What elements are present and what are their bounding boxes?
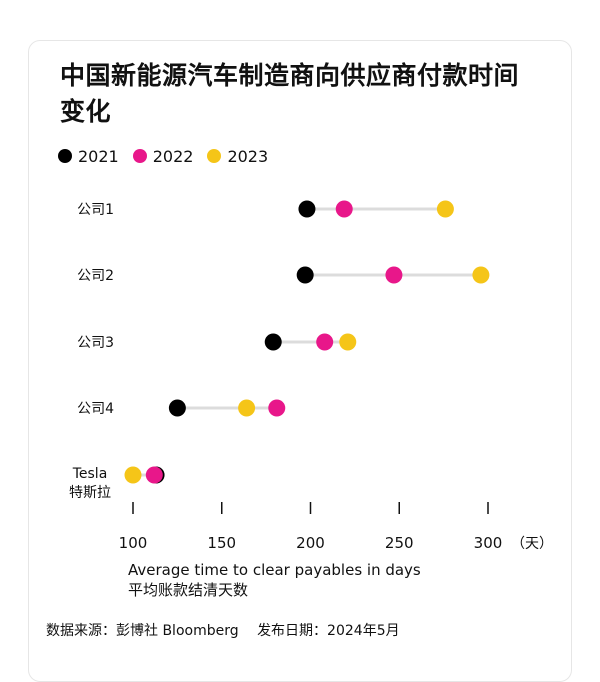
dumbbell-chart: 公司1 公司2 公司3 公司4 Tesla 特斯拉 100 150 200 250 300 （天）: [69, 200, 553, 552]
publish-date: 发布日期：2024年5月: [257, 623, 400, 639]
legend-label-2022: 2022: [152, 146, 194, 166]
x-axis-title: Average time to clear payables in days 平…: [128, 560, 421, 600]
data-point-2023: [124, 466, 142, 484]
category-label: 公司3: [77, 335, 114, 351]
legend-item-2023: 2023: [207, 147, 268, 166]
data-point-2022: [335, 200, 353, 218]
data-point-2021: [264, 333, 282, 351]
legend: 2021 2022 2023: [58, 144, 282, 168]
x-tick-label: 200: [296, 534, 325, 552]
data-point-2022: [385, 266, 403, 284]
legend-label-2021: 2021: [78, 146, 119, 166]
x-tick-label: 300: [474, 534, 503, 552]
chart-title: 中国新能源汽车制造商向供应商付款时间变化: [60, 61, 520, 126]
legend-item-2021: 2021: [58, 147, 119, 166]
data-point-2022: [316, 333, 334, 351]
source-text: 数据来源：彭博社 Bloomberg: [46, 623, 239, 639]
x-axis-label-sub: 平均账款结清天数: [128, 581, 249, 599]
legend-item-2022: 2022: [132, 146, 194, 166]
data-point-2023: [339, 333, 357, 351]
data-point-2023: [238, 399, 256, 417]
data-point-2023: [472, 266, 490, 284]
data-point-2021: [296, 266, 314, 284]
legend-dot-2021: [58, 149, 72, 163]
category-label: 公司1: [77, 202, 114, 218]
x-axis-unit: （天）: [511, 536, 553, 552]
category-label: Tesla: [72, 466, 108, 482]
data-point-2023: [436, 200, 454, 218]
category-label: 公司2: [77, 268, 114, 284]
category-label: 特斯拉: [69, 485, 111, 501]
legend-label-2023: 2023: [227, 146, 269, 166]
data-point-2021: [298, 200, 316, 218]
data-point-2022: [145, 466, 163, 484]
legend-dot-2022: [132, 149, 147, 163]
data-point-2021: [168, 399, 186, 417]
x-tick-label: 250: [385, 534, 414, 552]
x-axis-label: Average time to clear payables in days: [128, 561, 421, 579]
footer: 数据来源：彭博社 Bloomberg 发布日期：2024年5月: [46, 620, 414, 640]
legend-dot-2023: [207, 149, 222, 163]
chart-card: [28, 40, 572, 682]
x-tick-label: 150: [207, 534, 236, 552]
data-point-2022: [268, 399, 286, 417]
category-label: 公司4: [77, 401, 114, 417]
x-tick-label: 100: [119, 534, 148, 552]
